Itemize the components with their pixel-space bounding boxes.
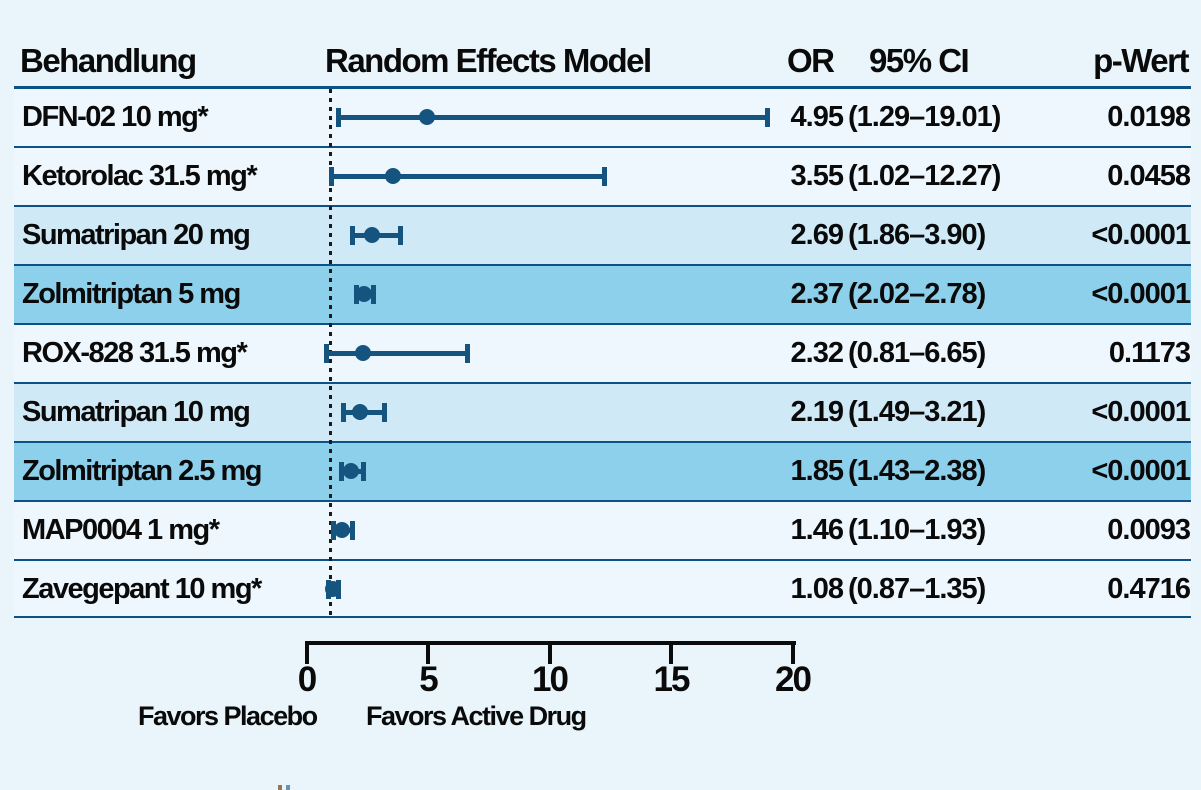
p-value: 0.0458 xyxy=(1107,160,1191,192)
p-value: 0.4716 xyxy=(1107,573,1191,605)
p-value: 0.0198 xyxy=(1107,101,1191,133)
or-point-marker xyxy=(343,463,360,479)
or-value: 1.08 xyxy=(790,573,844,605)
cropped-text-artifact xyxy=(278,785,282,790)
x-axis-tick xyxy=(547,641,552,664)
ci-value: (1.43–2.38) xyxy=(848,455,986,487)
treatment-label: Zolmitriptan 2.5 mg xyxy=(22,455,262,487)
ci-lower-cap xyxy=(349,226,355,245)
x-axis-tick-label: 0 xyxy=(297,660,317,699)
or-value: 4.95 xyxy=(790,101,844,133)
cropped-text-artifact xyxy=(286,785,290,790)
table-row: Ketorolac 31.5 mg* 3.55 (1.02–12.27) 0.0458 xyxy=(14,146,1191,205)
x-axis-tick xyxy=(790,641,795,664)
treatment-label: Zavegepant 10 mg* xyxy=(22,573,262,605)
ci-upper-cap xyxy=(601,167,607,186)
p-value: <0.0001 xyxy=(1091,278,1191,310)
or-point-marker xyxy=(354,345,371,361)
or-point-marker xyxy=(384,168,401,184)
ci-upper-cap xyxy=(398,226,404,245)
x-axis-tick-label: 5 xyxy=(419,660,438,699)
ci-upper-cap xyxy=(465,344,471,363)
ci-value: (0.87–1.35) xyxy=(848,573,986,605)
or-value: 1.85 xyxy=(790,455,844,487)
p-value: <0.0001 xyxy=(1091,396,1191,428)
column-header-model: Random Effects Model xyxy=(325,42,652,79)
or-point-marker xyxy=(363,227,380,243)
column-header-p: p-Wert xyxy=(1093,42,1189,79)
table-bottom-line xyxy=(14,616,1191,618)
ci-value: (1.10–1.93) xyxy=(848,514,986,546)
x-axis-tick-label: 15 xyxy=(653,660,691,699)
treatment-label: Sumatripan 10 mg xyxy=(22,396,251,428)
table-row: MAP0004 1 mg* 1.46 (1.10–1.93) 0.0093 xyxy=(14,500,1191,559)
or-value: 3.55 xyxy=(790,160,844,192)
or-value: 1.46 xyxy=(790,514,844,546)
ci-lower-cap xyxy=(329,167,335,186)
or-point-marker xyxy=(418,109,435,125)
ci-lower-cap xyxy=(339,462,345,481)
ci-value: (1.49–3.21) xyxy=(848,396,986,428)
column-header-or: OR xyxy=(787,42,835,79)
ci-value: (1.02–12.27) xyxy=(848,160,1001,192)
or-point-marker xyxy=(324,581,341,597)
ci-lower-cap xyxy=(324,344,330,363)
ci-upper-cap xyxy=(350,521,356,540)
or-point-marker xyxy=(333,522,350,538)
treatment-label: MAP0004 1 mg* xyxy=(22,514,220,546)
column-header-ci: 95% CI xyxy=(869,42,970,79)
or-value: 2.69 xyxy=(790,219,844,251)
treatment-label: DFN-02 10 mg* xyxy=(22,101,209,133)
x-axis-footer-right: Favors Active Drug xyxy=(366,701,587,731)
x-axis-tick xyxy=(669,641,673,664)
ci-upper-cap xyxy=(361,462,367,481)
table-row: Zolmitriptan 5 mg 2.37 (2.02–2.78) <0.0001 xyxy=(14,264,1191,323)
ci-interval-line xyxy=(337,115,769,120)
table-row: Zavegepant 10 mg* 1.08 (0.87–1.35) 0.4716 xyxy=(14,559,1191,618)
x-axis-tick xyxy=(426,641,430,664)
or-value: 2.32 xyxy=(790,337,844,369)
ci-value: (1.86–3.90) xyxy=(848,219,986,251)
ci-upper-cap xyxy=(765,108,771,127)
ci-value: (2.02–2.78) xyxy=(848,278,986,310)
table-row: DFN-02 10 mg* 4.95 (1.29–19.01) 0.0198 xyxy=(14,87,1191,146)
table-row: Sumatripan 20 mg 2.69 (1.86–3.90) <0.0001 xyxy=(14,205,1191,264)
x-axis-footer-left: Favors Placebo xyxy=(138,701,318,731)
column-header-treatment: Behandlung xyxy=(20,42,197,79)
ci-lower-cap xyxy=(331,521,337,540)
table-row: ROX-828 31.5 mg* 2.32 (0.81–6.65) 0.1173 xyxy=(14,323,1191,382)
ci-upper-cap xyxy=(371,285,377,304)
ci-value: (0.81–6.65) xyxy=(848,337,986,369)
ci-lower-cap xyxy=(335,108,341,127)
x-axis-tick-label: 20 xyxy=(775,660,812,699)
or-value: 2.19 xyxy=(790,396,844,428)
x-axis-tick-label: 10 xyxy=(532,660,569,699)
or-point-marker xyxy=(351,404,368,420)
ci-upper-cap xyxy=(381,403,387,422)
ci-lower-cap xyxy=(340,403,346,422)
table-row: Sumatripan 10 mg 2.19 (1.49–3.21) <0.0001 xyxy=(14,382,1191,441)
treatment-label: Zolmitriptan 5 mg xyxy=(22,278,241,310)
table-row: Zolmitriptan 2.5 mg 1.85 (1.43–2.38) <0.000… xyxy=(14,441,1191,500)
x-axis-tick xyxy=(304,641,309,664)
ci-interval-line xyxy=(326,351,469,356)
p-value: 0.1173 xyxy=(1108,337,1191,369)
p-value: <0.0001 xyxy=(1091,455,1191,487)
or-value: 2.37 xyxy=(790,278,844,310)
treatment-label: Ketorolac 31.5 mg* xyxy=(22,160,258,192)
ci-interval-line xyxy=(331,174,605,179)
p-value: 0.0093 xyxy=(1107,514,1191,546)
treatment-label: ROX-828 31.5 mg* xyxy=(22,337,248,369)
or-point-marker xyxy=(356,286,373,302)
treatment-label: Sumatripan 20 mg xyxy=(22,219,251,251)
ci-value: (1.29–19.01) xyxy=(848,101,1001,133)
p-value: <0.0001 xyxy=(1091,219,1191,251)
